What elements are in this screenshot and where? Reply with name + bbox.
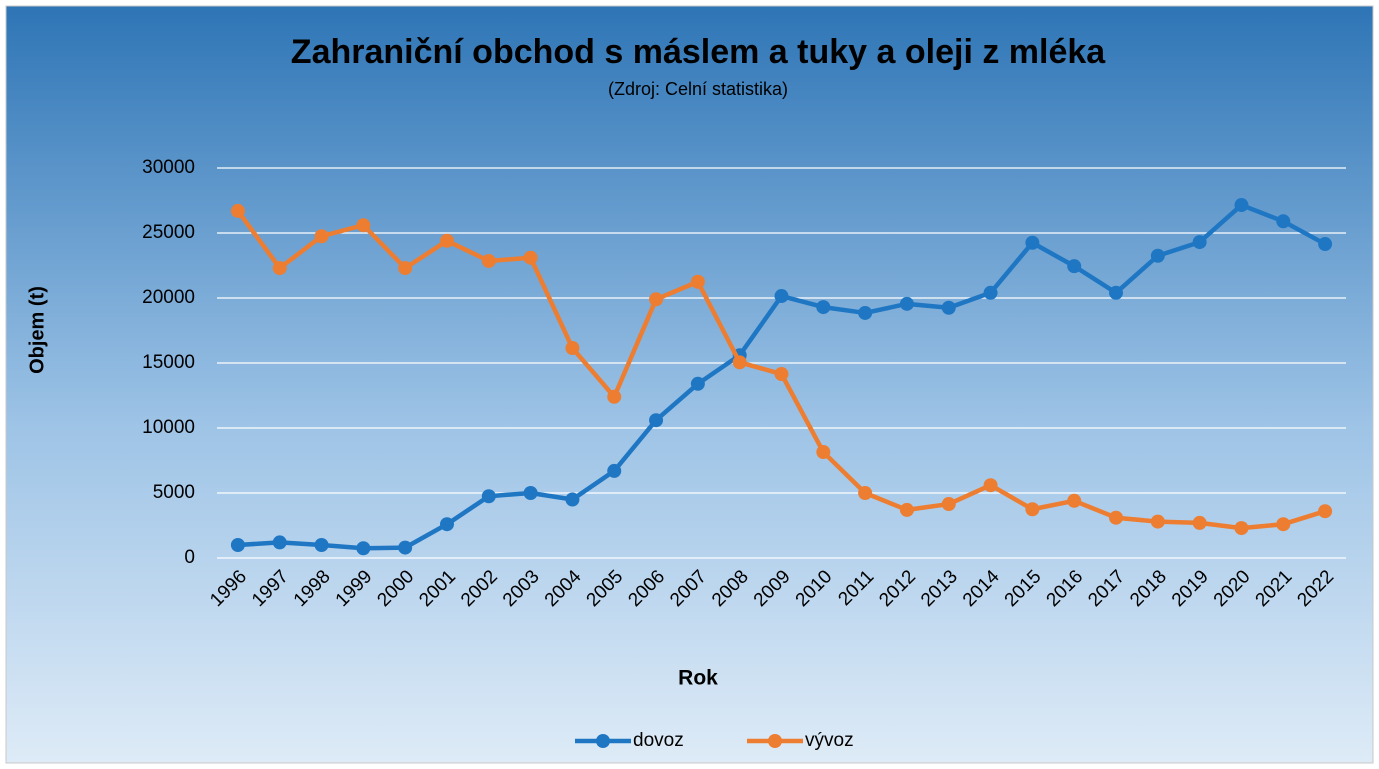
data-point bbox=[1067, 493, 1082, 508]
data-point bbox=[1276, 214, 1291, 229]
data-point bbox=[649, 413, 664, 428]
data-point bbox=[314, 538, 329, 552]
y-tick-label: 0 bbox=[184, 547, 195, 568]
data-point bbox=[1150, 514, 1165, 529]
data-point bbox=[230, 538, 245, 552]
legend-label: dovoz bbox=[633, 730, 684, 751]
data-point bbox=[230, 203, 245, 218]
data-point bbox=[1318, 237, 1333, 252]
data-point bbox=[899, 296, 914, 311]
data-point bbox=[816, 445, 831, 460]
data-point bbox=[1276, 517, 1291, 532]
data-point bbox=[983, 478, 998, 493]
y-tick-label: 15000 bbox=[142, 352, 195, 373]
legend-marker bbox=[768, 734, 782, 748]
data-point bbox=[398, 540, 413, 555]
data-point bbox=[272, 261, 287, 276]
chart-area bbox=[5, 5, 1374, 764]
data-point bbox=[1025, 235, 1040, 250]
data-point bbox=[983, 285, 998, 300]
data-point bbox=[1109, 510, 1124, 525]
y-tick-label: 25000 bbox=[142, 222, 195, 243]
data-point bbox=[899, 502, 914, 517]
data-point bbox=[690, 274, 705, 289]
y-tick-label: 10000 bbox=[142, 417, 195, 438]
legend-marker bbox=[596, 734, 610, 748]
data-point bbox=[1234, 521, 1249, 536]
data-point bbox=[1067, 259, 1082, 274]
data-point bbox=[649, 292, 664, 307]
data-point bbox=[1192, 235, 1207, 250]
data-point bbox=[732, 355, 747, 370]
data-point bbox=[523, 250, 538, 265]
y-tick-label: 30000 bbox=[142, 157, 195, 178]
data-point bbox=[356, 541, 371, 556]
y-axis-title: Objem (t) bbox=[26, 286, 48, 374]
data-point bbox=[1150, 248, 1165, 263]
data-point bbox=[272, 535, 287, 550]
x-axis-title: Rok bbox=[678, 667, 718, 690]
data-point bbox=[941, 497, 956, 512]
data-point bbox=[481, 253, 496, 268]
data-point bbox=[356, 218, 371, 233]
data-point bbox=[481, 489, 496, 504]
data-point bbox=[607, 463, 622, 478]
data-point bbox=[607, 389, 622, 404]
chart-title: Zahraniční obchod s máslem a tuky a olej… bbox=[291, 33, 1106, 71]
data-point bbox=[565, 341, 580, 356]
data-point bbox=[565, 492, 580, 507]
data-point bbox=[398, 261, 413, 276]
data-point bbox=[941, 300, 956, 315]
data-point bbox=[1234, 198, 1249, 213]
data-point bbox=[690, 376, 705, 391]
data-point bbox=[858, 486, 873, 500]
data-point bbox=[774, 367, 789, 382]
data-point bbox=[1192, 515, 1207, 530]
data-point bbox=[314, 229, 329, 244]
data-point bbox=[439, 517, 454, 532]
legend-label: vývoz bbox=[805, 730, 854, 751]
data-point bbox=[523, 486, 538, 500]
data-point bbox=[1025, 502, 1040, 517]
data-point bbox=[1318, 504, 1333, 519]
y-tick-label: 20000 bbox=[142, 287, 195, 308]
chart-subtitle: (Zdroj: Celní statistika) bbox=[608, 79, 788, 99]
data-point bbox=[439, 233, 454, 248]
data-point bbox=[816, 300, 831, 315]
y-tick-label: 5000 bbox=[153, 482, 195, 503]
data-point bbox=[774, 289, 789, 304]
data-point bbox=[858, 305, 873, 320]
data-point bbox=[1109, 285, 1124, 300]
